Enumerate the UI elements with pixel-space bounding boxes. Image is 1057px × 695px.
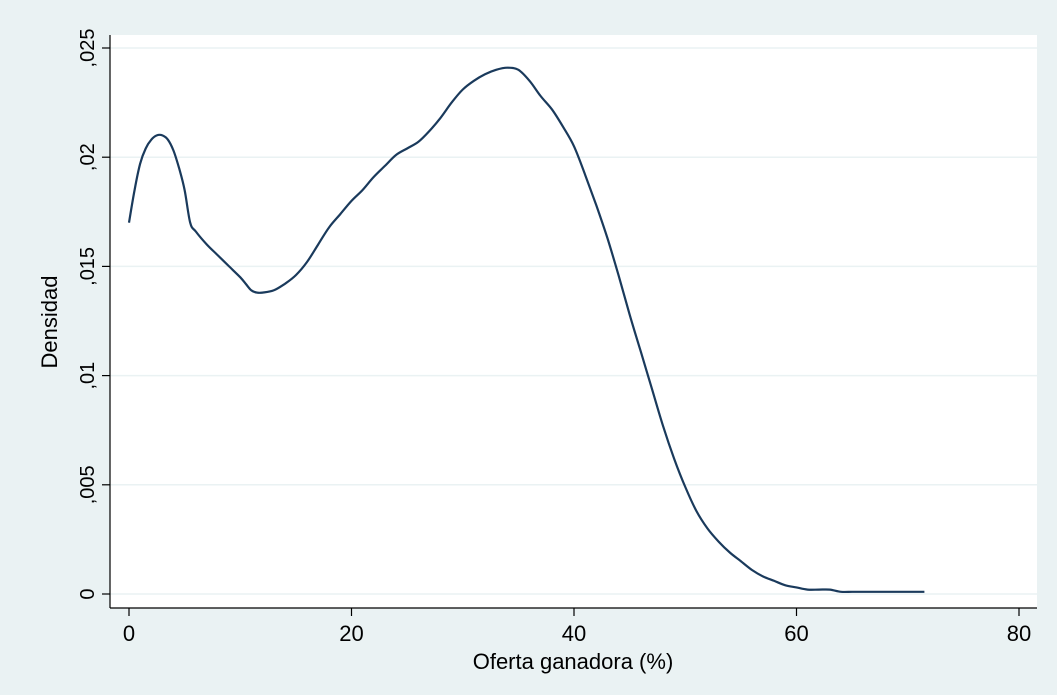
density-line [127,66,925,594]
plot-area [110,35,1037,608]
y-tick-label: ,025 [77,29,99,68]
y-tick-label: ,005 [77,465,99,504]
y-tick-label: ,02 [77,143,99,171]
y-tick-label: 0 [77,588,99,599]
y-tick-label: ,01 [77,362,99,390]
x-tick-label: 80 [1007,621,1031,646]
x-tick-label: 60 [784,621,808,646]
y-axis-title: Densidad [37,276,62,369]
y-tick-label: ,015 [77,247,99,286]
x-tick-label: 40 [562,621,586,646]
x-tick-label: 0 [123,621,135,646]
x-axis-ticks: 0 20 40 60 80 [123,608,1031,646]
grid-lines [110,47,1037,595]
x-axis-title: Oferta ganadora (%) [473,649,674,674]
y-axis-ticks: 0 ,005 ,01 ,015 ,02 ,025 [77,29,110,600]
x-tick-label: 20 [339,621,363,646]
